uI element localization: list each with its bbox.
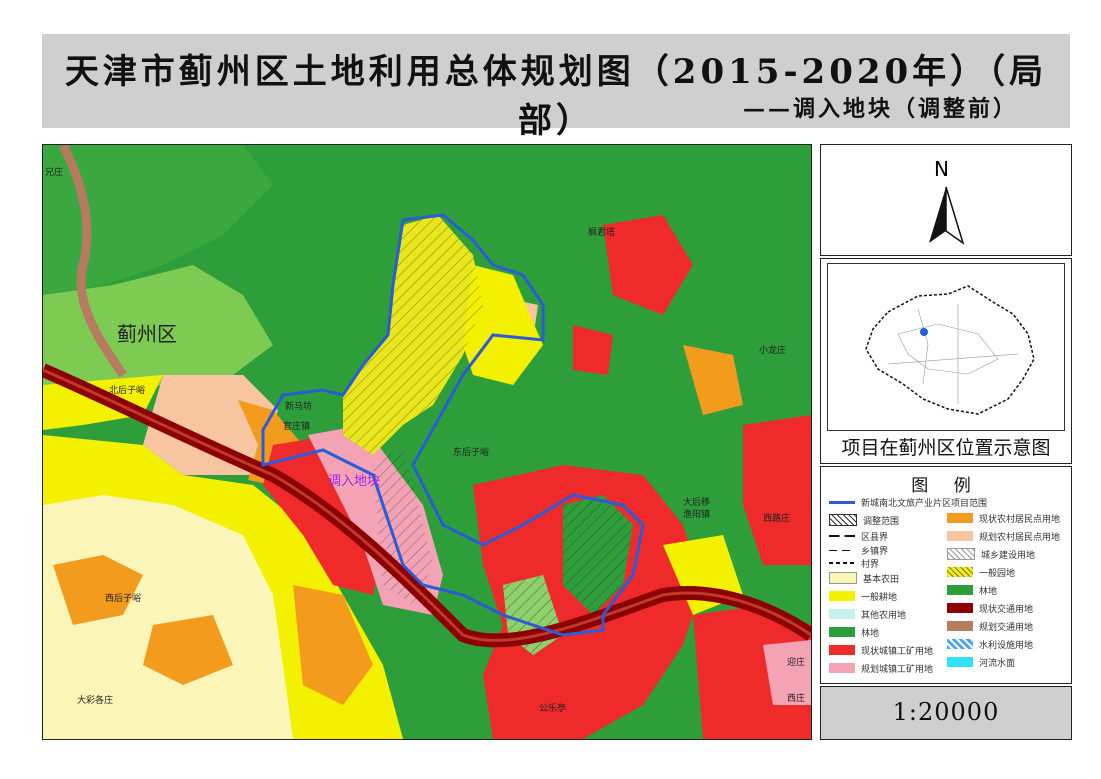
legend-item: 现状城镇工矿用地 <box>829 643 933 657</box>
label-bottom-right-2: 西庄 <box>787 692 805 704</box>
legend-item: 基本农田 <box>829 571 899 585</box>
legend-label: 新城南北文旅产业片区项目范围 <box>861 498 988 509</box>
basic-farmland <box>43 495 293 739</box>
label-fengjunta: 枫君塔 <box>588 226 615 238</box>
location-map <box>827 263 1065 431</box>
label-beihouziyu: 北后子峪 <box>109 385 145 396</box>
label-xihouziyu: 西后子峪 <box>105 593 141 604</box>
label-yuyang-town: 渔阳镇 <box>683 508 710 520</box>
label-donghouziyu: 东后子峪 <box>453 446 489 458</box>
light-green-area <box>43 265 273 395</box>
legend-item: 乡镇界 <box>829 543 888 557</box>
legend-item: 调整范围 <box>829 513 899 527</box>
legend-item: 现状交通用地 <box>947 601 1033 615</box>
label-xiaolongzhuang: 小龙庄 <box>759 344 786 356</box>
legend-item: 林地 <box>829 625 879 639</box>
project-location-marker <box>920 328 928 336</box>
urban-current-area <box>573 325 613 375</box>
map-title: 天津市蓟州区土地利用总体规划图（2015-2020年）（局部） <box>64 52 1048 141</box>
legend-item: 规划交通用地 <box>947 619 1033 633</box>
legend-item: 现状农村居民点用地 <box>947 511 1060 525</box>
legend-item: 区县界 <box>829 529 888 543</box>
adjusted-plot-label: 调入地块 <box>328 474 380 489</box>
project-boundary[interactable] <box>261 213 645 637</box>
legend-item: 其他农用地 <box>829 607 906 621</box>
rural-planned-area <box>143 375 278 475</box>
legend-item: 村界 <box>829 556 879 570</box>
legend-item: 一般耕地 <box>829 589 897 603</box>
urban-current-area <box>603 215 693 315</box>
orange-patch <box>53 555 143 625</box>
map-canvas: 兄庄 蓟州区 北后子峪 新马坊 官庄镇 调入地块 东后子峪 枫君塔 小龙庄 大后… <box>43 145 811 739</box>
north-arrow-panel: N <box>820 144 1072 256</box>
urban-current-area <box>743 415 811 565</box>
planned-road <box>58 145 127 378</box>
urban-current-area <box>693 605 811 739</box>
scale-label: 1:20000 <box>892 698 1000 726</box>
orange-patch <box>143 615 233 685</box>
location-map-outline <box>865 285 1035 415</box>
highway-center <box>43 368 811 642</box>
urban-planned-area <box>763 640 811 705</box>
legend-item: 林地 <box>947 583 997 597</box>
legend-item-project-boundary: 新城南北文旅产业片区项目范围 <box>829 495 987 509</box>
map-subtitle: ——调入地块（调整前） <box>742 96 1018 122</box>
district-label: 蓟州区 <box>117 322 177 346</box>
adjustment-hatch <box>343 215 483 455</box>
adjustment-hatch <box>563 495 633 615</box>
legend-item: 规划农村居民点用地 <box>947 529 1060 543</box>
main-map[interactable]: 兄庄 蓟州区 北后子峪 新马坊 官庄镇 调入地块 东后子峪 枫君塔 小龙庄 大后… <box>42 144 812 740</box>
north-label: N <box>934 157 949 181</box>
legend-item: 规划城镇工矿用地 <box>829 661 933 675</box>
north-arrow-icon <box>929 186 965 245</box>
legend-item: 河流水面 <box>947 655 1015 669</box>
legend-item: 一般园地 <box>947 565 1015 579</box>
location-map-caption: 项目在蓟州区位置示意图 <box>841 437 1051 459</box>
label-bottom-right-1: 迎庄 <box>787 656 805 668</box>
legend-title: 图 例 <box>911 476 981 496</box>
label-xinmachang-town: 官庄镇 <box>283 420 310 432</box>
legend-item: 城乡建设用地 <box>947 547 1035 561</box>
title-band: 天津市蓟州区土地利用总体规划图（2015-2020年）（局部） ——调入地块（调… <box>42 34 1070 141</box>
legend-panel: 图 例 新城南北文旅产业片区项目范围 调整范围 区县界 乡镇界 村界 基本农田 … <box>820 466 1072 684</box>
label-dahouzhuang: 大后移 <box>683 496 710 508</box>
label-top-left: 兄庄 <box>45 166 63 178</box>
scale-panel: 1:20000 <box>820 686 1072 740</box>
label-dacaigezhuang: 大彩各庄 <box>77 694 113 706</box>
cultivated-area <box>463 265 543 385</box>
label-xinmachang: 新马坊 <box>285 400 312 412</box>
location-map-panel: 项目在蓟州区位置示意图 <box>820 258 1072 464</box>
label-xizhouzhuang: 西路庄 <box>763 512 790 524</box>
forest-patch <box>43 145 273 295</box>
orange-patch <box>293 585 373 705</box>
orange-patch <box>683 345 743 415</box>
legend-swatch <box>829 500 855 504</box>
label-gongleting: 公乐亭 <box>539 702 566 714</box>
legend-item: 水利设施用地 <box>947 637 1033 651</box>
